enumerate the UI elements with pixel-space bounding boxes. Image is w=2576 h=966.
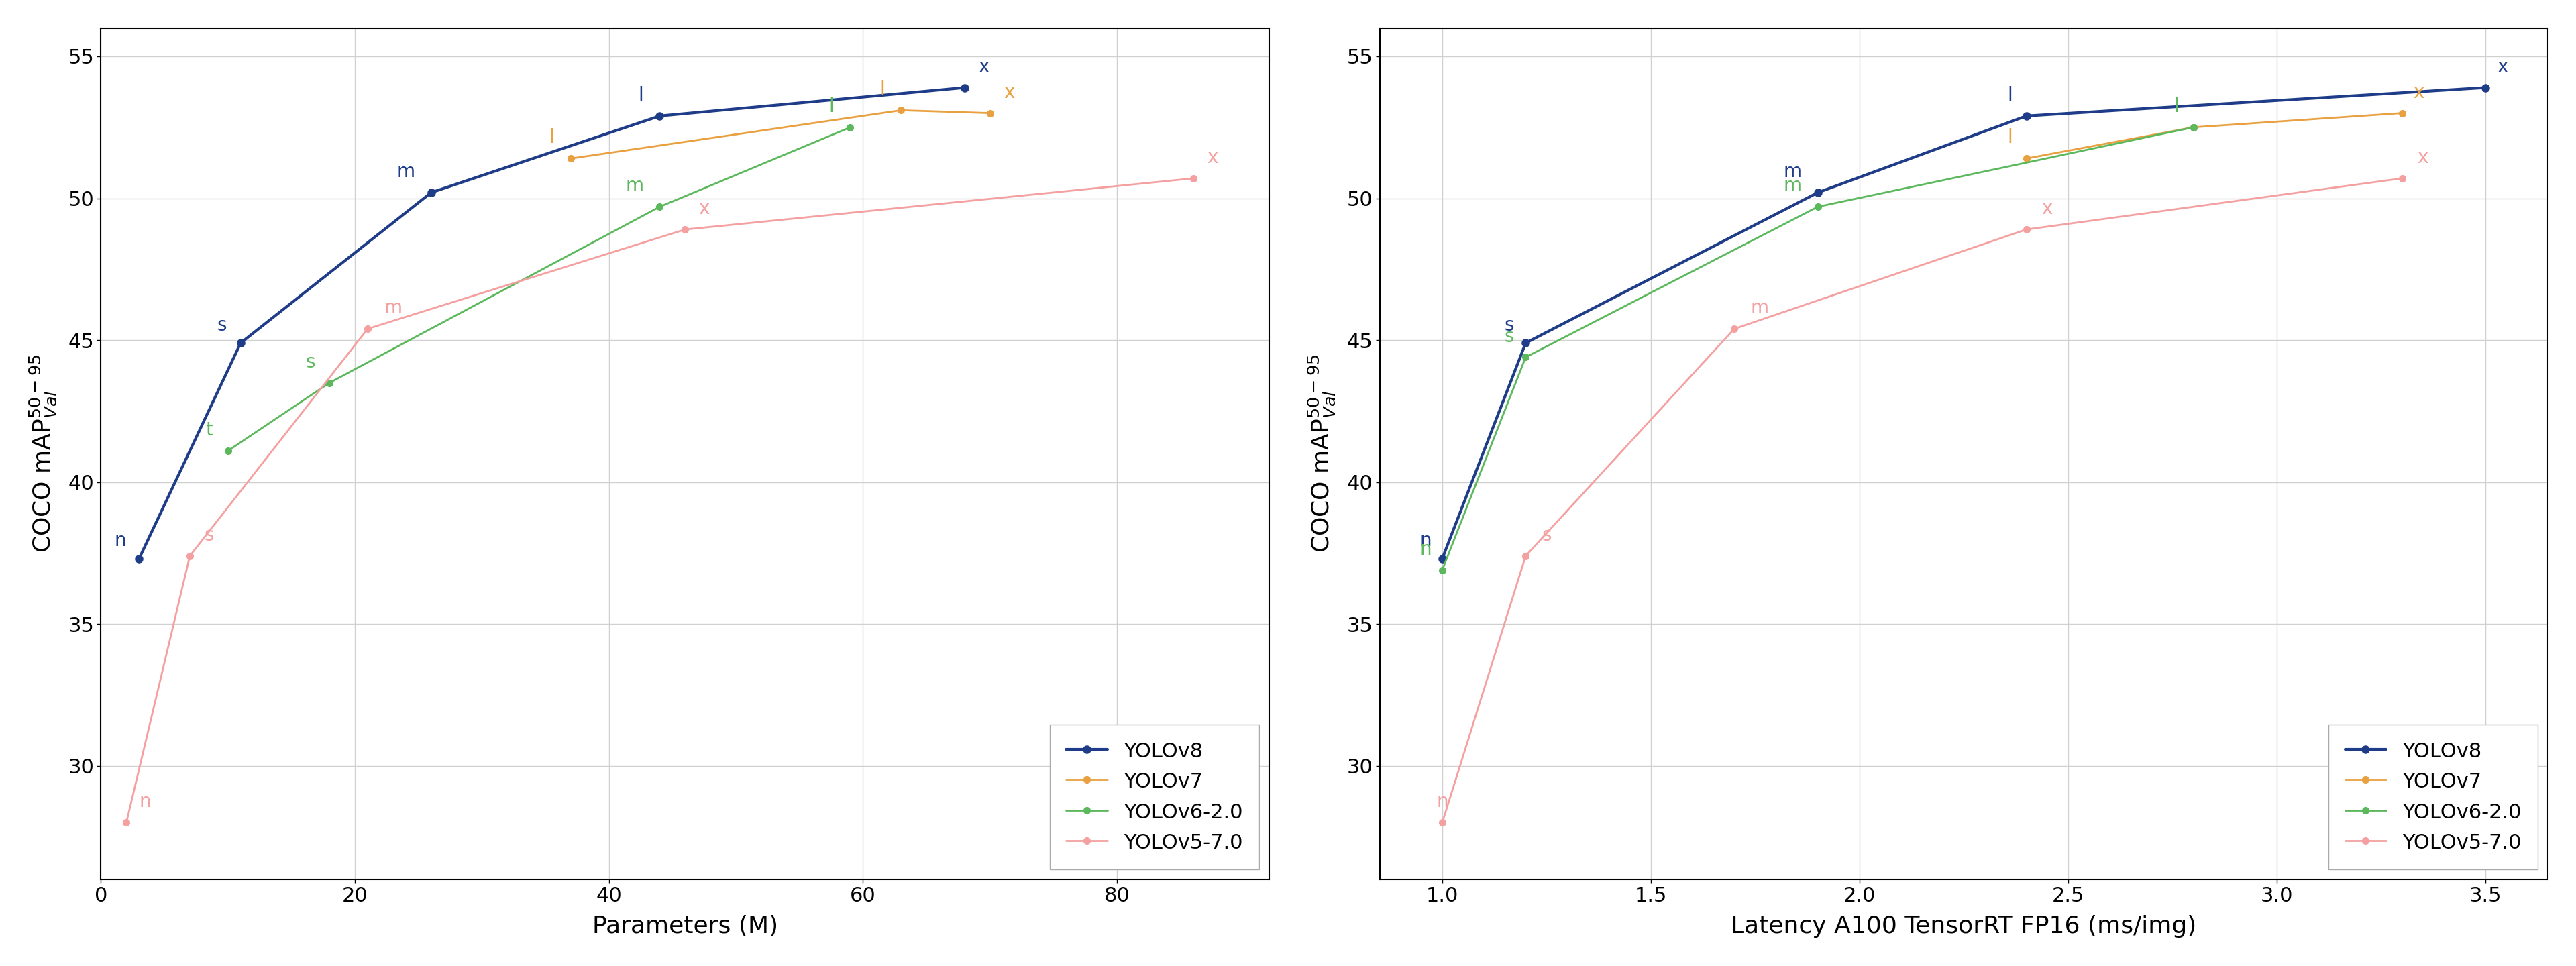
Text: x: x — [1206, 148, 1218, 167]
YOLOv5-7.0 — [1510, 550, 1540, 561]
X-axis label: Parameters (M): Parameters (M) — [592, 915, 778, 938]
Y-axis label: COCO mAP$^{50-95}_{Val}$: COCO mAP$^{50-95}_{Val}$ — [28, 355, 59, 553]
YOLOv8 — [1427, 553, 1458, 564]
X-axis label: Latency A100 TensorRT FP16 (ms/img): Latency A100 TensorRT FP16 (ms/img) — [1731, 915, 2197, 938]
Text: x: x — [2043, 199, 2053, 218]
Line: YOLOv5-7.0: YOLOv5-7.0 — [124, 175, 1195, 826]
YOLOv5-7.0 — [2385, 173, 2416, 185]
Legend: YOLOv8, YOLOv7, YOLOv6-2.0, YOLOv5-7.0: YOLOv8, YOLOv7, YOLOv6-2.0, YOLOv5-7.0 — [1051, 724, 1260, 869]
Text: m: m — [397, 162, 415, 182]
Text: l: l — [878, 80, 884, 99]
Line: YOLOv7: YOLOv7 — [2022, 110, 2406, 161]
YOLOv5-7.0 — [1177, 173, 1208, 185]
Text: l: l — [2174, 98, 2179, 116]
YOLOv8 — [415, 186, 446, 198]
YOLOv7 — [2012, 153, 2043, 164]
Text: n: n — [1437, 792, 1448, 811]
Text: s: s — [1504, 327, 1515, 346]
YOLOv8 — [2470, 82, 2501, 94]
Text: l: l — [549, 128, 554, 147]
YOLOv7 — [886, 104, 917, 116]
Text: l: l — [2007, 128, 2012, 147]
YOLOv8 — [124, 553, 155, 564]
Text: l: l — [2174, 98, 2179, 116]
YOLOv5-7.0 — [111, 817, 142, 829]
Legend: YOLOv8, YOLOv7, YOLOv6-2.0, YOLOv5-7.0: YOLOv8, YOLOv7, YOLOv6-2.0, YOLOv5-7.0 — [2329, 724, 2537, 869]
Line: YOLOv5-7.0: YOLOv5-7.0 — [1440, 175, 2406, 826]
YOLOv7 — [556, 153, 587, 164]
Text: s: s — [1540, 526, 1551, 545]
Text: x: x — [1005, 83, 1015, 101]
Text: x: x — [2414, 83, 2424, 101]
Text: x: x — [698, 199, 711, 218]
Text: s: s — [216, 316, 227, 334]
Text: n: n — [113, 531, 126, 551]
Text: s: s — [204, 526, 214, 545]
YOLOv6-2.0 — [211, 445, 242, 457]
Text: m: m — [626, 177, 644, 195]
Text: l: l — [639, 86, 644, 104]
Text: m: m — [384, 298, 402, 318]
Line: YOLOv8: YOLOv8 — [137, 84, 969, 562]
YOLOv7 — [2385, 107, 2416, 119]
YOLOv5-7.0 — [175, 550, 206, 561]
Line: YOLOv6-2.0: YOLOv6-2.0 — [224, 124, 853, 454]
Text: m: m — [1749, 298, 1770, 318]
YOLOv5-7.0 — [2012, 224, 2043, 236]
Text: n: n — [1419, 540, 1432, 558]
Text: t: t — [206, 421, 214, 440]
Text: l: l — [2007, 86, 2012, 104]
Line: YOLOv8: YOLOv8 — [1437, 84, 2488, 562]
YOLOv8 — [1510, 337, 1540, 349]
Text: x: x — [2496, 57, 2506, 76]
YOLOv6-2.0 — [835, 122, 866, 133]
YOLOv8 — [2012, 110, 2043, 122]
YOLOv7 — [2177, 122, 2208, 133]
Text: s: s — [307, 353, 314, 371]
Text: m: m — [1783, 177, 1801, 195]
Text: x: x — [2416, 148, 2429, 167]
YOLOv6-2.0 — [644, 201, 675, 213]
YOLOv6-2.0 — [1803, 201, 1834, 213]
YOLOv5-7.0 — [1718, 323, 1749, 334]
Text: s: s — [1504, 316, 1515, 334]
Line: YOLOv7: YOLOv7 — [567, 107, 994, 161]
Text: x: x — [979, 57, 989, 76]
Text: n: n — [139, 792, 152, 811]
Line: YOLOv6-2.0: YOLOv6-2.0 — [1440, 124, 2197, 574]
YOLOv5-7.0 — [353, 323, 384, 334]
YOLOv8 — [224, 337, 255, 349]
YOLOv8 — [644, 110, 675, 122]
YOLOv6-2.0 — [1427, 564, 1458, 576]
YOLOv6-2.0 — [1510, 352, 1540, 363]
YOLOv6-2.0 — [2177, 122, 2208, 133]
YOLOv8 — [1803, 186, 1834, 198]
Text: m: m — [1783, 162, 1801, 182]
Text: l: l — [829, 98, 835, 116]
Text: n: n — [1419, 531, 1432, 551]
Y-axis label: COCO mAP$^{50-95}_{Val}$: COCO mAP$^{50-95}_{Val}$ — [1306, 355, 1337, 553]
YOLOv8 — [948, 82, 979, 94]
YOLOv7 — [974, 107, 1005, 119]
YOLOv6-2.0 — [314, 377, 345, 388]
YOLOv5-7.0 — [670, 224, 701, 236]
YOLOv5-7.0 — [1427, 817, 1458, 829]
